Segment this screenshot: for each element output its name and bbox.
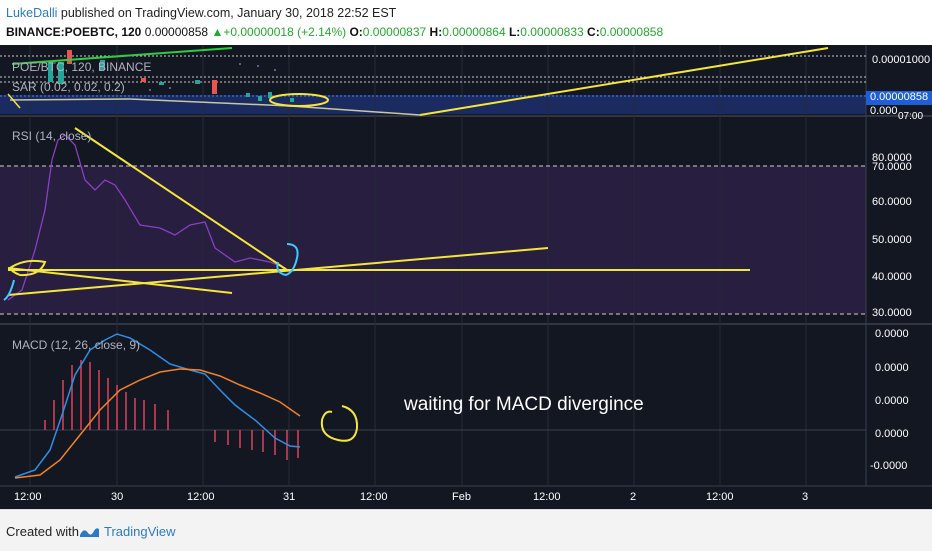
time-axis-label: 12:00: [706, 491, 734, 503]
created-with-text: Created with: [6, 524, 79, 539]
up-arrow-icon: ▲: [211, 25, 224, 39]
published-text: published on TradingView.com, January 30…: [60, 6, 397, 20]
tradingview-link[interactable]: TradingView: [104, 524, 176, 539]
price-axis-time: 07:00: [898, 111, 924, 122]
high-label: H:: [429, 25, 443, 39]
signal-line: [14, 368, 301, 479]
rsi-axis-label: 30.0000: [872, 307, 912, 319]
time-axis-label: 12:00: [187, 491, 215, 503]
symbol-ohlc-bar: BINANCE:POEBTC, 120 0.00000858 ▲+0.00000…: [6, 25, 663, 39]
macd-legend: MACD (12, 26, close, 9): [12, 338, 141, 352]
macd-axis-label: -0.0000: [870, 460, 908, 472]
rsi-marker-cyan: [276, 243, 299, 277]
price-axis-label: 0.00001000: [872, 54, 931, 66]
price-highlight-band: [0, 95, 866, 114]
open-value: 0.00000837: [362, 25, 427, 39]
open-label: O:: [349, 25, 363, 39]
time-axis-label: 12:00: [360, 491, 388, 503]
rsi-axis-label: 80.0000: [872, 152, 912, 164]
chart-area[interactable]: POE/BTC, 120, BINANCE SAR (0.02, 0.02, 0…: [0, 45, 932, 509]
last-price-tag: [866, 91, 932, 105]
rsi-axis-label: 70.0000: [872, 161, 912, 173]
low-label: L:: [508, 25, 521, 39]
macd-histogram: [44, 360, 299, 460]
macd-annotation: waiting for MACD divergince: [404, 394, 644, 415]
last-price: 0.00000858: [144, 25, 209, 39]
time-axis-label: 12:00: [14, 491, 42, 503]
macd-axis-label: 0.0000: [875, 395, 909, 407]
time-axis-label: 2: [630, 491, 637, 503]
rsi-legend: RSI (14, close): [12, 129, 92, 143]
macd-axis-label: 0.0000: [875, 328, 909, 340]
chart-svg[interactable]: [0, 45, 932, 509]
sar-dots: [149, 63, 276, 93]
price-trendlines: [7, 47, 829, 116]
time-axis-label: Feb: [452, 491, 471, 503]
publish-info: LukeDalli published on TradingView.com, …: [6, 6, 396, 20]
rsi-band: [0, 166, 866, 314]
rsi-axis-label: 50.0000: [872, 234, 912, 246]
close-value: 0.00000858: [599, 25, 664, 39]
price-candles: [48, 50, 294, 102]
rsi-axis-label: 40.0000: [872, 271, 912, 283]
macd-axis-label: 0.0000: [875, 362, 909, 374]
macd-line: [14, 333, 301, 478]
divergence-circle: [320, 405, 359, 442]
time-axis-label: 31: [283, 491, 296, 503]
time-axis-label: 3: [802, 491, 809, 503]
time-axis-label: 12:00: [533, 491, 561, 503]
price-legend-sar: SAR (0.02, 0.02, 0.2): [12, 80, 125, 94]
rsi-axis-label: 60.0000: [872, 196, 912, 208]
price-change: +0.00000018 (+2.14%): [223, 25, 347, 39]
author-link[interactable]: LukeDalli: [6, 6, 58, 20]
time-axis-label: 30: [111, 491, 124, 503]
footer: Created with TradingView: [0, 509, 932, 551]
price-legend-symbol: POE/BTC, 120, BINANCE: [12, 60, 152, 74]
low-value: 0.00000833: [520, 25, 584, 39]
symbol-label: BINANCE:POEBTC, 120: [6, 25, 142, 39]
price-axis-label: 0.000: [870, 105, 898, 117]
high-value: 0.00000864: [442, 25, 506, 39]
price-axis-label: 0.00000858: [870, 91, 929, 103]
close-label: C:: [587, 25, 600, 39]
rsi-line: [7, 134, 286, 301]
macd-axis-label: 0.0000: [875, 428, 909, 440]
